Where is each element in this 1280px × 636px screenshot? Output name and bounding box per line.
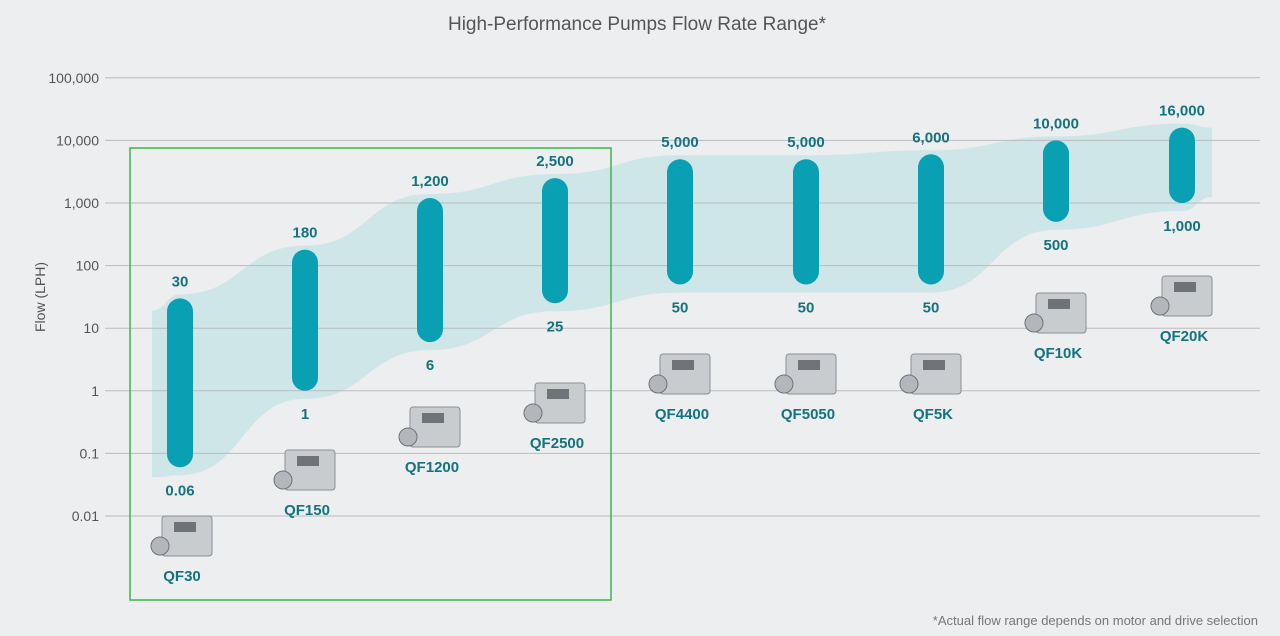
min-label: 0.06 [165,482,194,499]
y-tick-label: 100 [76,258,100,274]
y-tick-label: 0.01 [72,508,99,524]
max-label: 6,000 [912,129,950,146]
pump-name: QF4400 [655,406,709,423]
pump-name: QF1200 [405,459,459,476]
y-tick-label: 10,000 [56,132,99,148]
pump-name: QF5K [913,406,953,423]
bar-group-qf5k: 6,000 50 QF5K [899,129,962,423]
y-axis-label: Flow (LPH) [32,262,48,332]
range-bar [793,159,819,285]
max-label: 5,000 [661,134,699,151]
max-label: 16,000 [1159,103,1205,120]
range-bar [167,298,193,468]
bar-group-qf20k: 16,000 1,000 QF20K [1150,103,1213,345]
min-label: 1 [301,406,309,423]
max-label: 10,000 [1033,115,1079,132]
pump-name: QF5050 [781,406,835,423]
max-label: 180 [292,225,317,242]
pump-name: QF150 [284,502,330,519]
footnote: *Actual flow range depends on motor and … [933,613,1258,628]
y-tick-label: 1 [91,383,99,399]
pump-image [398,406,461,448]
max-label: 5,000 [787,134,825,151]
y-tick-label: 0.1 [80,445,100,461]
range-bar [292,249,318,391]
y-tick-label: 1,000 [64,195,99,211]
max-label: 2,500 [536,153,574,170]
pump-image [273,449,336,491]
range-bar [1043,140,1069,222]
min-label: 50 [672,299,689,316]
range-bar [542,178,568,304]
pump-name: QF10K [1034,345,1083,362]
bar-group-qf4400: 5,000 50 QF4400 [648,134,711,423]
bar-group-qf5050: 5,000 50 QF5050 [774,134,837,423]
bar-group-qf2500: 2,500 25 QF2500 [523,153,586,452]
pump-image [150,515,213,557]
pump-image [899,353,962,395]
highlight-box [129,147,612,601]
pump-name: QF2500 [530,435,584,452]
max-label: 30 [172,273,189,290]
min-label: 25 [547,318,564,335]
min-label: 50 [923,299,940,316]
min-label: 6 [426,357,434,374]
pump-name: QF20K [1160,328,1209,345]
range-bar [417,198,443,343]
pump-image [648,353,711,395]
bar-group-qf30: 30 0.06 QF30 [150,273,213,585]
chart-title: High-Performance Pumps Flow Rate Range* [448,14,827,35]
pump-image [1024,292,1087,334]
min-label: 50 [798,299,815,316]
bar-group-qf1200: 1,200 6 QF1200 [398,173,461,476]
bar-group-qf10k: 10,000 500 QF10K [1024,115,1087,362]
pump-name: QF30 [163,568,201,585]
pump-image [774,353,837,395]
range-bar [667,159,693,285]
range-bar [918,154,944,285]
pump-image [1150,275,1213,317]
min-label: 1,000 [1163,218,1201,235]
bar-group-qf150: 180 1 QF150 [273,225,336,519]
max-label: 1,200 [411,173,449,190]
y-tick-label: 100,000 [48,70,99,86]
min-label: 500 [1043,237,1068,254]
y-tick-label: 10 [83,320,99,336]
range-bar [1169,127,1195,203]
pump-image [523,382,586,424]
